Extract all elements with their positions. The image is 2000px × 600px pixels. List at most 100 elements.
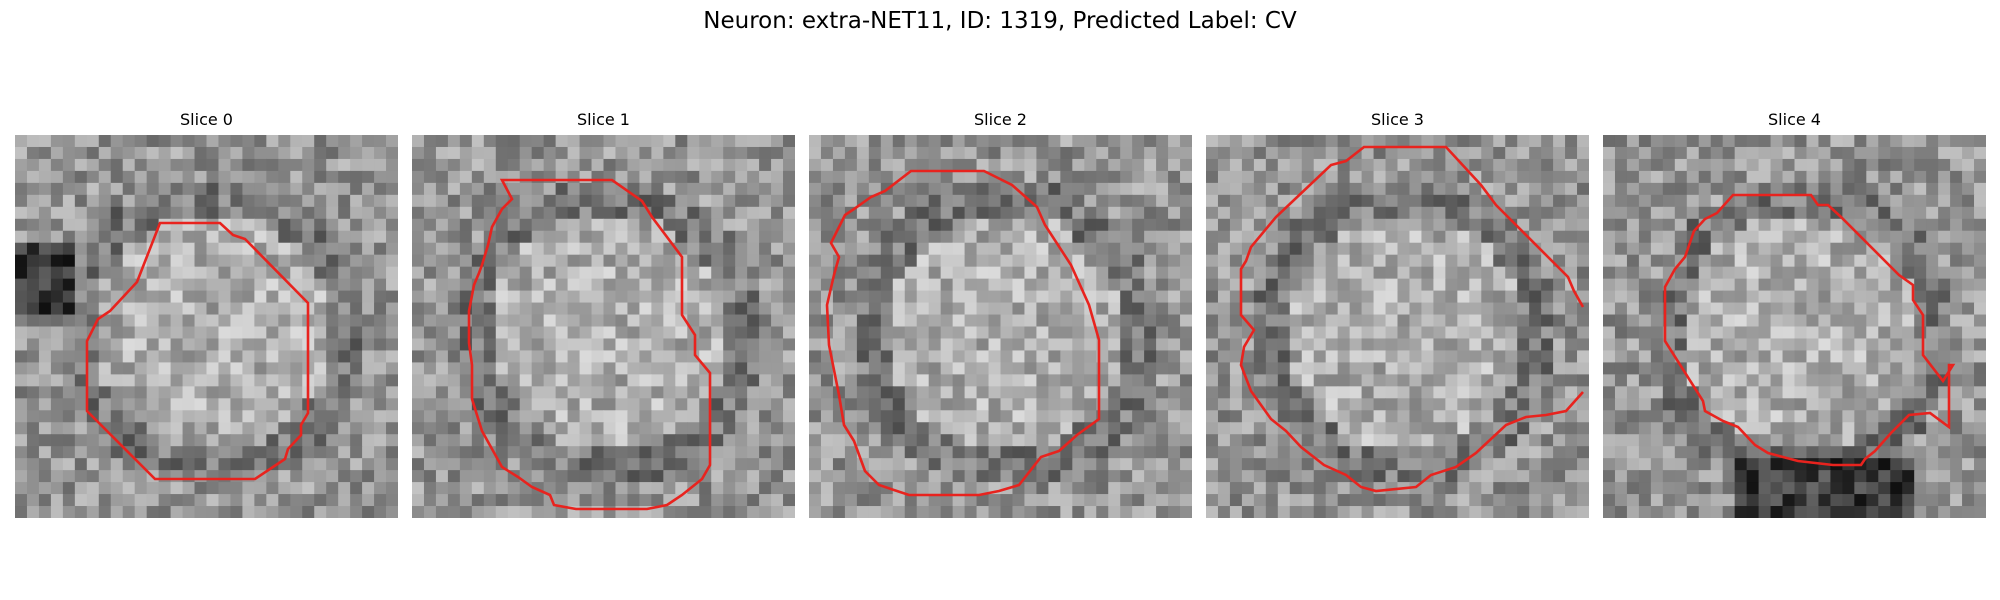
pixel	[856, 386, 870, 399]
pixel	[1529, 338, 1542, 352]
pixel	[844, 410, 858, 423]
pixel	[519, 135, 533, 148]
pixel	[1072, 470, 1085, 483]
slice-title: Slice 2	[974, 110, 1027, 129]
pixel	[1180, 362, 1192, 375]
pixel	[1217, 338, 1231, 352]
pixel	[651, 158, 664, 172]
pixel	[1373, 314, 1387, 328]
pixel	[1421, 374, 1435, 387]
pixel	[1132, 254, 1145, 268]
pixel	[1301, 506, 1315, 518]
pixel	[194, 230, 208, 244]
pixel	[1457, 170, 1470, 184]
pixel	[952, 314, 966, 328]
pixel	[483, 146, 497, 160]
pixel	[723, 374, 736, 387]
pixel	[1289, 278, 1303, 292]
pixel	[783, 350, 795, 364]
pixel	[1481, 482, 1494, 495]
pixel	[1361, 422, 1375, 435]
pixel	[1962, 206, 1975, 220]
pixel	[675, 434, 688, 447]
pixel	[218, 506, 232, 518]
pixel	[423, 314, 437, 328]
pixel	[1638, 434, 1652, 447]
pixel	[856, 410, 870, 423]
pixel	[651, 386, 664, 399]
pixel	[519, 146, 533, 160]
pixel	[940, 482, 954, 495]
pixel	[832, 422, 846, 435]
pixel	[543, 170, 557, 184]
pixel	[50, 482, 64, 495]
pixel	[1722, 362, 1736, 375]
pixel	[1349, 410, 1363, 423]
pixel	[675, 135, 688, 148]
pixel	[820, 194, 834, 208]
pixel	[1565, 206, 1578, 220]
pixel	[1337, 218, 1351, 232]
pixel	[146, 170, 160, 184]
pixel	[1036, 434, 1049, 447]
pixel	[663, 374, 676, 387]
pixel	[146, 506, 160, 518]
pixel	[50, 506, 64, 518]
pixel	[1746, 338, 1760, 352]
pixel	[1132, 170, 1145, 184]
pixel	[1036, 506, 1049, 518]
pixel	[1409, 230, 1423, 244]
pixel	[952, 135, 966, 148]
pixel	[639, 422, 652, 435]
pixel	[194, 470, 208, 483]
pixel	[1517, 158, 1530, 172]
pixel	[1806, 158, 1820, 172]
pixel	[1902, 170, 1915, 184]
pixel	[314, 362, 327, 375]
pixel	[567, 242, 581, 256]
pixel	[1301, 278, 1315, 292]
pixel	[1253, 326, 1267, 340]
pixel	[988, 302, 1002, 316]
pixel	[844, 326, 858, 340]
pixel	[62, 458, 76, 471]
pixel	[832, 182, 846, 196]
pixel	[591, 506, 605, 518]
pixel	[1674, 314, 1688, 328]
pixel	[1541, 182, 1554, 196]
pixel	[1794, 254, 1808, 268]
pixel	[362, 218, 375, 232]
pixel	[1650, 350, 1664, 364]
pixel	[615, 338, 629, 352]
pixel	[771, 182, 784, 196]
pixel	[1409, 182, 1423, 196]
pixel	[170, 338, 184, 352]
pixel	[844, 194, 858, 208]
pixel	[1206, 218, 1219, 232]
pixel	[1445, 350, 1458, 364]
pixel	[1361, 135, 1375, 148]
pixel	[1493, 362, 1506, 375]
pixel	[1096, 326, 1109, 340]
pixel	[904, 482, 918, 495]
pixel	[1132, 398, 1145, 411]
pixel	[1481, 158, 1494, 172]
pixel	[74, 458, 88, 471]
pixel	[1541, 206, 1554, 220]
pixel	[1710, 386, 1724, 399]
pixel	[1373, 146, 1387, 160]
pixel	[1301, 206, 1315, 220]
pixel	[1734, 374, 1748, 387]
pixel	[928, 386, 942, 399]
pixel	[1493, 314, 1506, 328]
pixel	[627, 362, 641, 375]
pixel	[338, 422, 351, 435]
pixel	[338, 362, 351, 375]
pixel	[880, 242, 894, 256]
pixel	[1072, 206, 1085, 220]
pixel	[1818, 182, 1832, 196]
pixel	[1313, 302, 1327, 316]
pixel	[386, 470, 398, 483]
pixel	[1409, 410, 1423, 423]
pixel	[74, 254, 88, 268]
